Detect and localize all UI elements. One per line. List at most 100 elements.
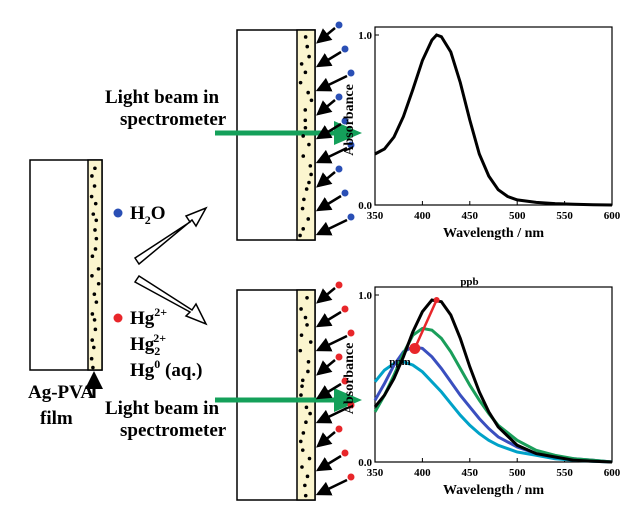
arrow (315, 478, 348, 496)
particle (89, 194, 94, 199)
particle (300, 378, 305, 383)
text: H (130, 203, 145, 224)
particle (308, 340, 313, 344)
particle (92, 318, 97, 322)
beam-head (334, 388, 362, 412)
x-tick-label: 400 (414, 467, 431, 479)
particle (306, 369, 310, 374)
particle (304, 405, 309, 410)
particle (90, 273, 94, 278)
particle (309, 98, 314, 103)
x-axis-label: Wavelength / nm (443, 483, 544, 498)
beam-label: Light beam in (105, 398, 219, 419)
text: 2+ (153, 331, 166, 345)
ion (347, 141, 355, 149)
particle (298, 80, 303, 85)
x-tick-label: 350 (367, 210, 384, 222)
particle (307, 456, 312, 461)
particle (89, 356, 94, 361)
particle (93, 201, 98, 206)
particle (303, 315, 308, 320)
particle (299, 333, 304, 337)
particle (300, 448, 305, 452)
particle (307, 54, 311, 59)
particle (303, 35, 308, 39)
particle (308, 164, 313, 168)
spectrum (374, 33, 613, 207)
particle (94, 236, 99, 241)
arrow (316, 359, 336, 376)
y-tick-label: 0.0 (358, 200, 372, 212)
particle (91, 212, 96, 216)
particle (300, 384, 304, 388)
particle (90, 312, 95, 316)
x-tick-label: 450 (462, 467, 479, 479)
particle (301, 154, 306, 158)
arrow (315, 218, 348, 236)
particle (92, 345, 96, 350)
arrow (316, 287, 336, 304)
arrow (316, 27, 336, 44)
film-label: Ag-PVA (28, 382, 94, 403)
text: 0 (154, 357, 160, 371)
text: 2+ (154, 305, 167, 319)
film-layer (87, 159, 103, 371)
ion (341, 305, 349, 313)
ion (347, 213, 355, 221)
particle (94, 218, 99, 223)
particle (90, 254, 95, 259)
ion (335, 93, 343, 101)
ion-label: Hg22+ (130, 331, 166, 358)
particle (305, 44, 310, 49)
x-tick-label: 500 (509, 467, 526, 479)
arrow (315, 310, 342, 328)
arrow (315, 74, 348, 92)
y-axis-label: Absorbance (342, 343, 357, 415)
x-tick-label: 400 (414, 210, 431, 222)
arrow (133, 274, 208, 326)
arrow (315, 146, 348, 164)
text: Hg (130, 360, 155, 381)
particle (300, 465, 304, 469)
arrow (315, 50, 342, 68)
particle (93, 247, 98, 251)
spectrum (373, 298, 613, 464)
text: Hg (130, 308, 155, 329)
arrow (315, 406, 348, 424)
ion (335, 425, 343, 433)
particle (96, 267, 101, 271)
particle (298, 233, 302, 238)
x-tick-label: 600 (604, 467, 621, 479)
particle (94, 300, 99, 304)
beam-head (334, 121, 362, 145)
x-tick-label: 450 (462, 210, 479, 222)
particle (306, 359, 311, 364)
y-axis-label: Absorbance (342, 84, 357, 156)
ion (335, 165, 343, 173)
plot-frame (374, 286, 613, 463)
particle (301, 134, 305, 138)
particle (93, 228, 97, 232)
x-tick-label: 350 (367, 467, 384, 479)
ion (335, 281, 343, 289)
arrow (316, 171, 336, 188)
arrow (315, 454, 342, 472)
ion (341, 189, 349, 197)
particle (305, 474, 310, 479)
film-label: film (40, 408, 73, 429)
plot-frame (374, 26, 613, 206)
annotation: ppb (460, 276, 478, 288)
water-dot (113, 208, 123, 218)
particle (93, 166, 97, 171)
water-label: H2O (130, 203, 166, 227)
particle (306, 90, 310, 95)
particle (305, 295, 309, 300)
ion (347, 473, 355, 481)
particle (93, 327, 98, 332)
text: 2 (145, 213, 151, 227)
particle (298, 439, 303, 444)
particle (304, 187, 309, 191)
particle (299, 393, 303, 397)
particle (309, 172, 313, 177)
